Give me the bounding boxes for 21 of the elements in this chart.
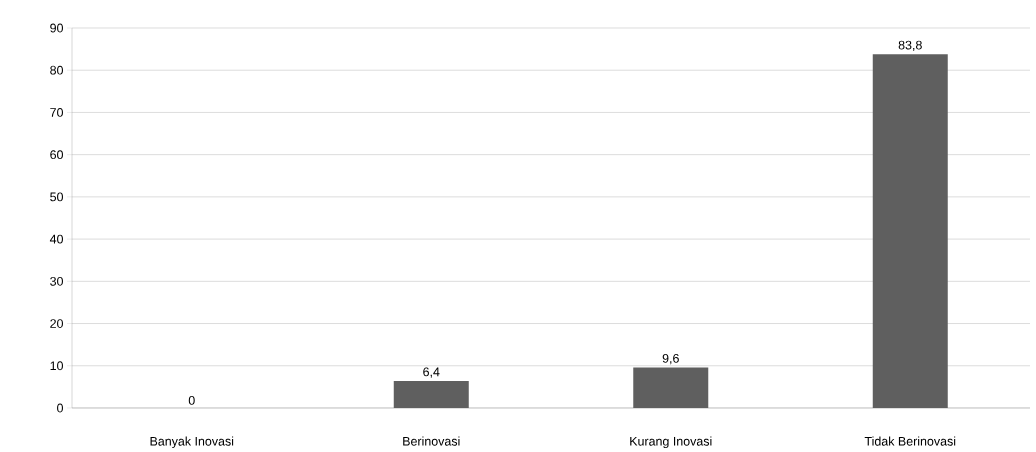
x-tick-label: Kurang Inovasi (630, 436, 712, 449)
bar (633, 367, 709, 408)
data-label: 83,8 (898, 40, 922, 51)
y-tick-label: 90 (50, 23, 63, 33)
y-tick-label: 70 (50, 108, 63, 117)
y-tick-label: 10 (50, 361, 63, 371)
data-label: 9,6 (662, 353, 679, 365)
y-tick-label: 20 (50, 319, 63, 328)
x-tick-label: Tidak Berinovasi (864, 436, 956, 446)
y-tick-label: 50 (50, 192, 63, 202)
x-tick-label: Berinovasi (403, 436, 460, 446)
y-tick-label: 0 (57, 403, 63, 413)
bar (393, 380, 469, 408)
y-tick-label: 80 (50, 65, 63, 75)
y-tick-label: 30 (50, 276, 63, 286)
x-tick-label: Banyak Inovasi (150, 436, 234, 449)
y-tick-label: 40 (49, 234, 63, 244)
data-label: 0 (188, 395, 195, 405)
bar (872, 54, 948, 408)
data-label: 6,4 (423, 367, 440, 378)
y-tick-label: 60 (50, 150, 63, 160)
